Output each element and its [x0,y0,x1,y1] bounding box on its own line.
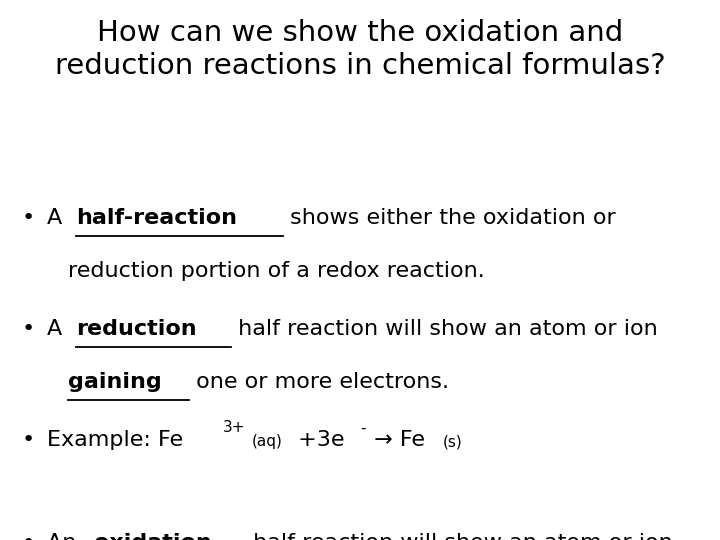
Text: A: A [47,319,69,339]
Text: •: • [22,430,35,450]
Text: half reaction will show an atom or ion: half reaction will show an atom or ion [231,319,658,339]
Text: (s): (s) [442,435,462,449]
Text: shows either the oxidation or: shows either the oxidation or [284,208,616,228]
Text: gaining: gaining [68,372,162,392]
Text: (aq): (aq) [251,435,282,449]
Text: half reaction will show an atom or ion: half reaction will show an atom or ion [246,534,672,540]
Text: A: A [47,208,69,228]
Text: •: • [22,208,35,228]
Text: -: - [360,421,366,435]
Text: reduction portion of a redox reaction.: reduction portion of a redox reaction. [68,261,485,281]
Text: •: • [22,319,35,339]
Text: one or more electrons.: one or more electrons. [189,372,449,392]
Text: reduction: reduction [76,319,197,339]
Text: How can we show the oxidation and
reduction reactions in chemical formulas?: How can we show the oxidation and reduct… [55,19,665,80]
Text: An: An [47,534,84,540]
Text: oxidation: oxidation [94,534,212,540]
Text: Example: Fe: Example: Fe [47,430,183,450]
Text: half-reaction: half-reaction [76,208,237,228]
Text: → Fe: → Fe [367,430,426,450]
Text: •: • [22,534,35,540]
Text: +3e: +3e [292,430,345,450]
Text: 3+: 3+ [222,421,245,435]
